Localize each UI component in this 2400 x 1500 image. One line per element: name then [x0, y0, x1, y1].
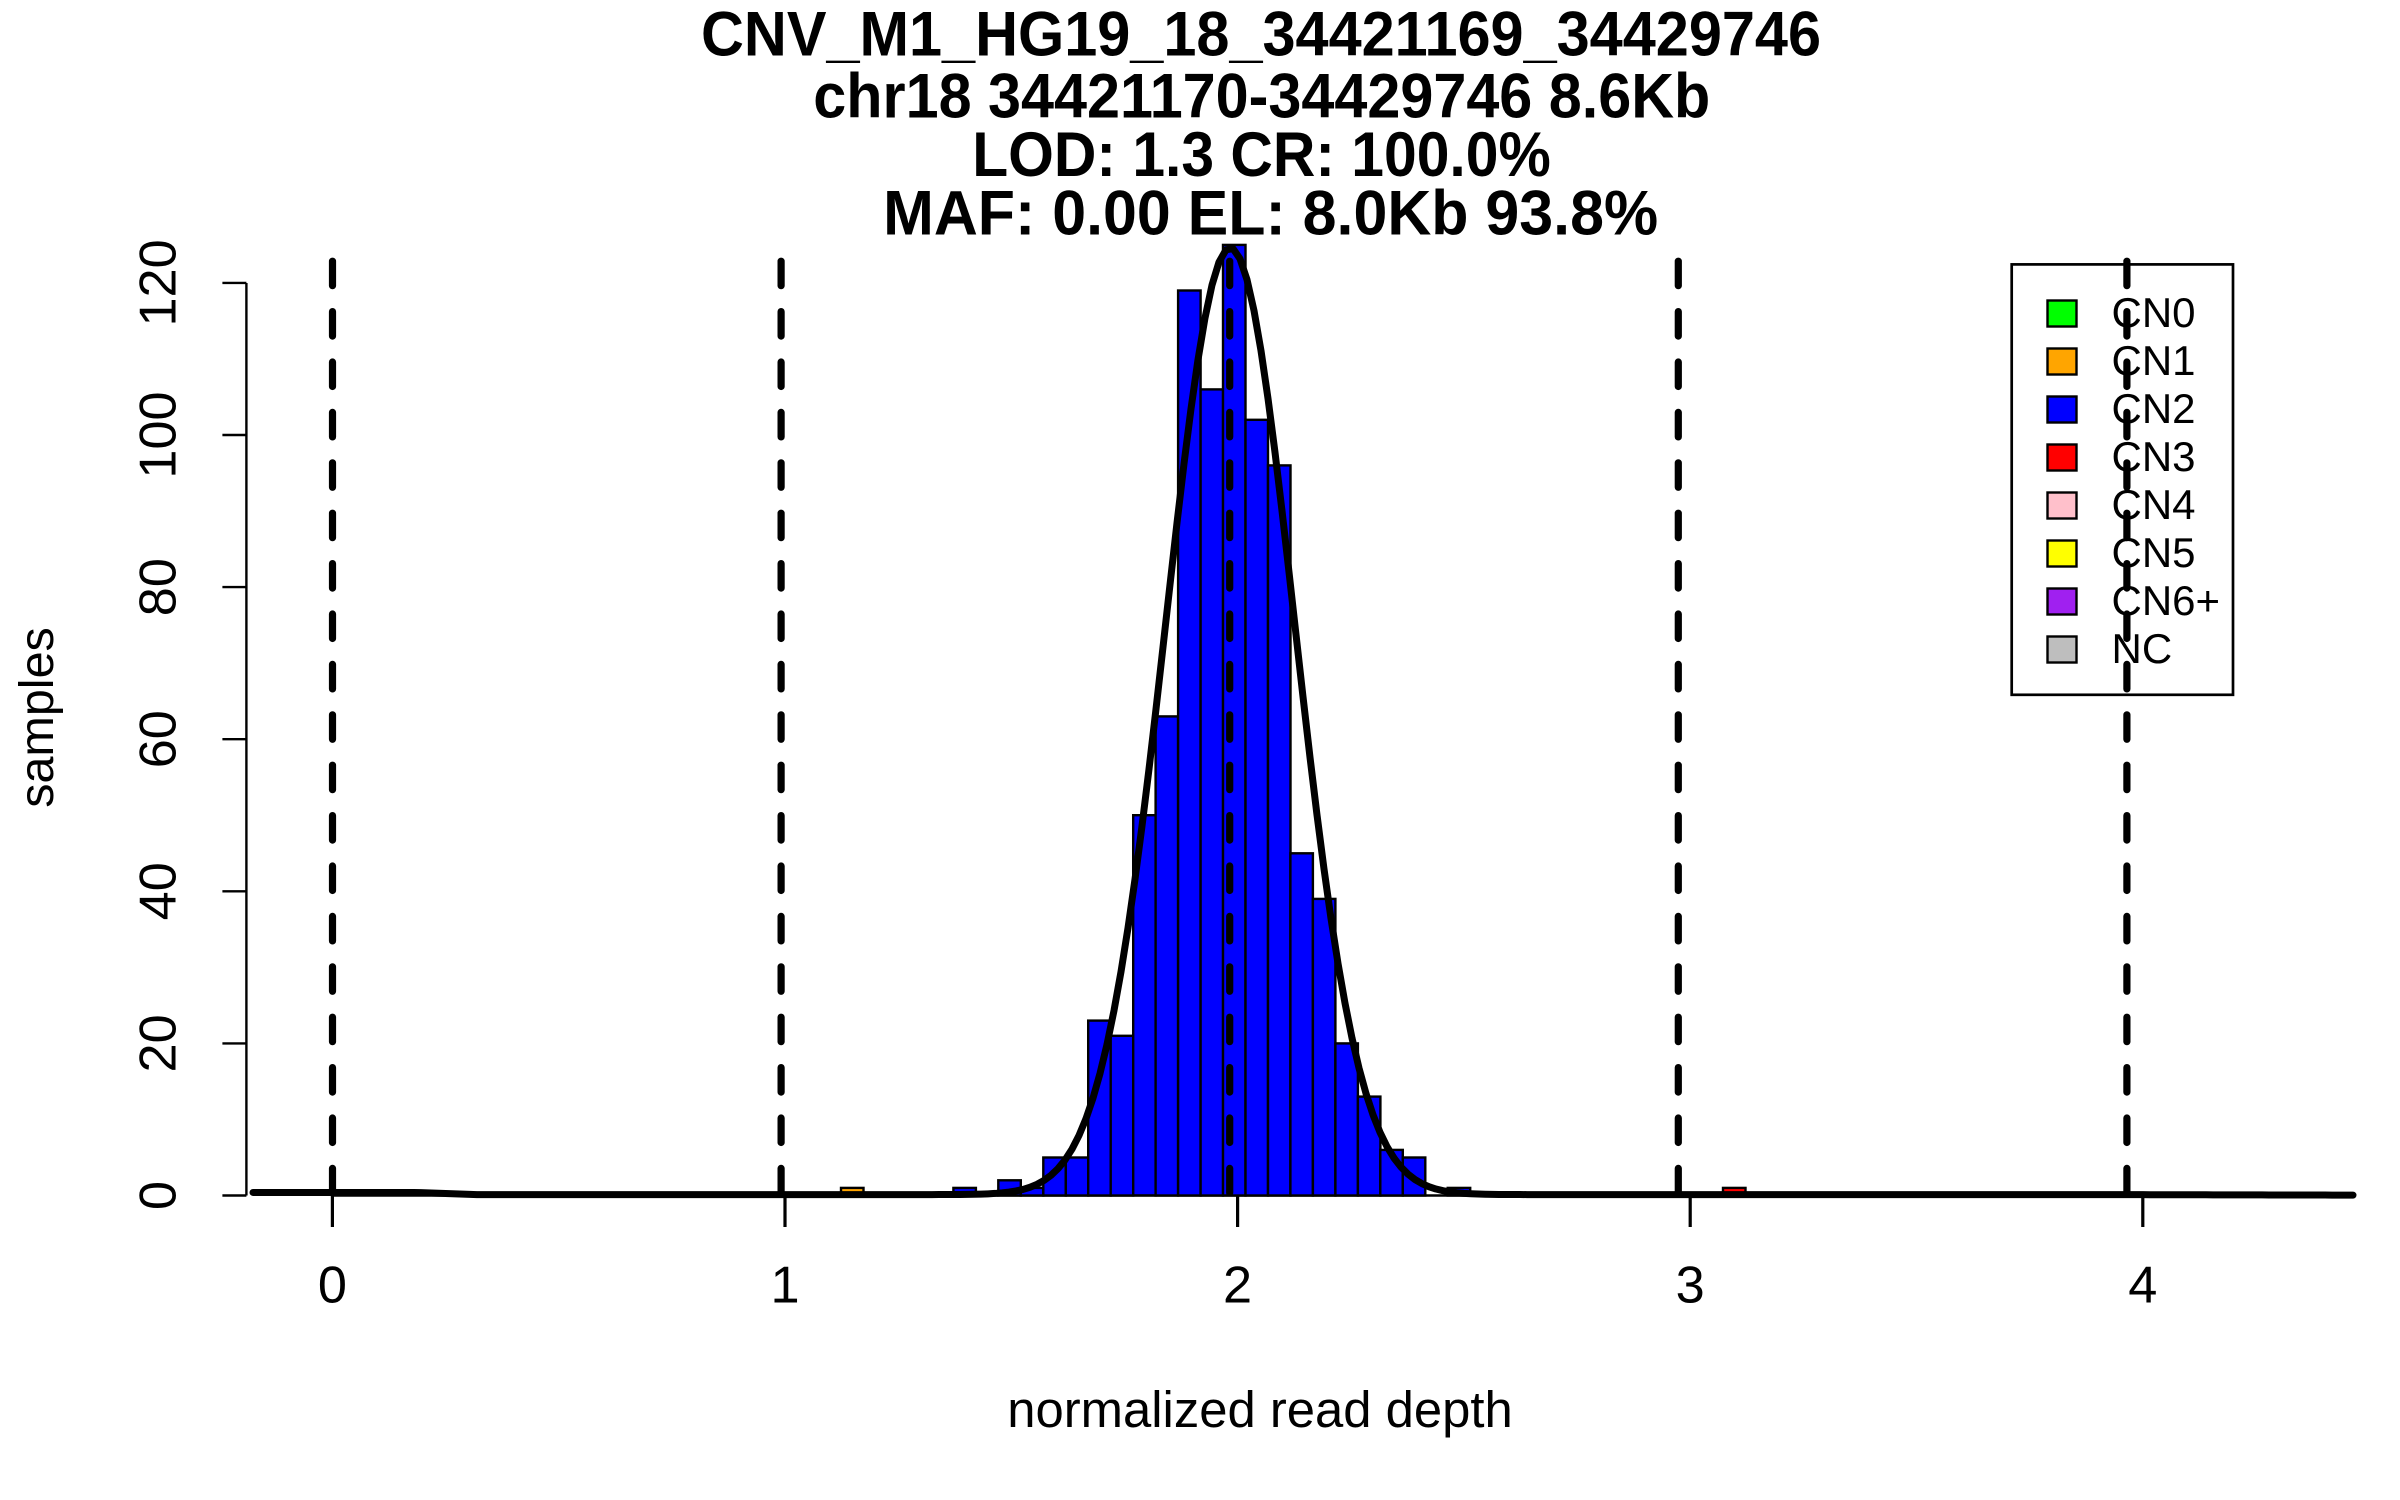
svg-text:3: 3	[1676, 1257, 1705, 1315]
svg-text:samples: samples	[10, 627, 64, 808]
svg-text:4: 4	[2128, 1257, 2157, 1315]
svg-text:40: 40	[129, 862, 187, 920]
svg-text:1: 1	[770, 1257, 799, 1315]
svg-text:CN3: CN3	[2112, 433, 2196, 480]
svg-text:normalized read depth: normalized read depth	[1007, 1381, 1512, 1438]
svg-text:CNV_M1_HG19_18_34421169_344297: CNV_M1_HG19_18_34421169_34429746	[701, 0, 1821, 69]
svg-text:CN4: CN4	[2112, 481, 2196, 528]
svg-text:CN0: CN0	[2112, 289, 2196, 336]
svg-text:2: 2	[1223, 1257, 1252, 1315]
svg-text:0: 0	[129, 1181, 187, 1210]
svg-text:CN5: CN5	[2112, 529, 2196, 576]
svg-text:MAF: 0.00 EL: 8.0Kb 93.8%: MAF: 0.00 EL: 8.0Kb 93.8%	[883, 179, 1658, 249]
svg-text:CN6+: CN6+	[2112, 577, 2221, 624]
svg-text:0: 0	[318, 1257, 347, 1315]
svg-text:100: 100	[129, 391, 187, 478]
svg-text:NC: NC	[2112, 625, 2173, 672]
svg-text:60: 60	[129, 710, 187, 768]
svg-text:120: 120	[129, 239, 187, 326]
svg-text:CN1: CN1	[2112, 337, 2196, 384]
svg-text:80: 80	[129, 558, 187, 616]
svg-text:20: 20	[129, 1014, 187, 1072]
svg-text:chr18 34421170-34429746 8.6Kb: chr18 34421170-34429746 8.6Kb	[813, 62, 1710, 132]
svg-text:CN2: CN2	[2112, 385, 2196, 432]
svg-text:LOD: 1.3 CR: 100.0%: LOD: 1.3 CR: 100.0%	[972, 120, 1551, 190]
